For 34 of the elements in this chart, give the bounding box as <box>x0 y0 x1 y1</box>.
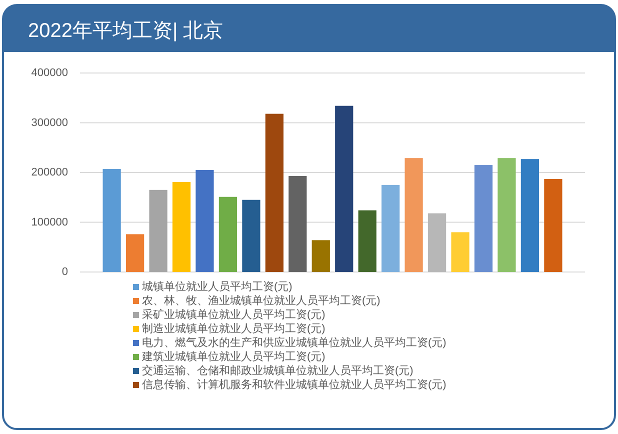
legend-label: 电力、燃气及水的生产和供应业城镇单位就业人员平均工资(元) <box>142 336 446 349</box>
y-tick-label: 300000 <box>31 116 68 129</box>
legend-label: 采矿业城镇单位就业人员平均工资(元) <box>142 308 326 321</box>
y-tick-label: 100000 <box>31 216 68 228</box>
bar <box>404 158 423 272</box>
bar <box>265 114 284 272</box>
chart-title: 2022年平均工资| 北京 <box>28 20 224 42</box>
bar <box>474 165 493 272</box>
bar <box>520 159 540 272</box>
bar <box>498 158 516 272</box>
y-tick-label: 0 <box>62 266 68 278</box>
bar <box>544 178 562 272</box>
legend-label: 农、林、牧、渔业城镇单位就业人员平均工资(元) <box>142 294 380 307</box>
legend-label: 城镇单位就业人员平均工资(元) <box>141 280 292 293</box>
bar <box>428 213 446 272</box>
bar <box>242 200 260 272</box>
bar <box>358 210 376 272</box>
bar <box>196 170 214 272</box>
bar <box>126 234 144 272</box>
bar <box>335 106 354 272</box>
y-tick-label: 400000 <box>31 67 68 79</box>
bar <box>451 232 470 272</box>
bar <box>382 184 400 272</box>
bar <box>288 176 307 272</box>
y-tick-label: 200000 <box>31 166 68 178</box>
bar <box>312 240 330 272</box>
legend-label: 信息传输、计算机服务和软件业城镇单位就业人员平均工资(元) <box>142 378 446 391</box>
bar <box>102 169 121 272</box>
bar <box>172 182 191 272</box>
bar <box>149 190 168 272</box>
legend-label: 制造业城镇单位就业人员平均工资(元) <box>142 322 326 335</box>
legend-label: 交通运输、仓储和邮政业城镇单位就业人员平均工资(元) <box>142 364 414 377</box>
bar <box>218 196 238 272</box>
legend-label: 建筑业城镇单位就业人员平均工资(元) <box>141 350 326 363</box>
